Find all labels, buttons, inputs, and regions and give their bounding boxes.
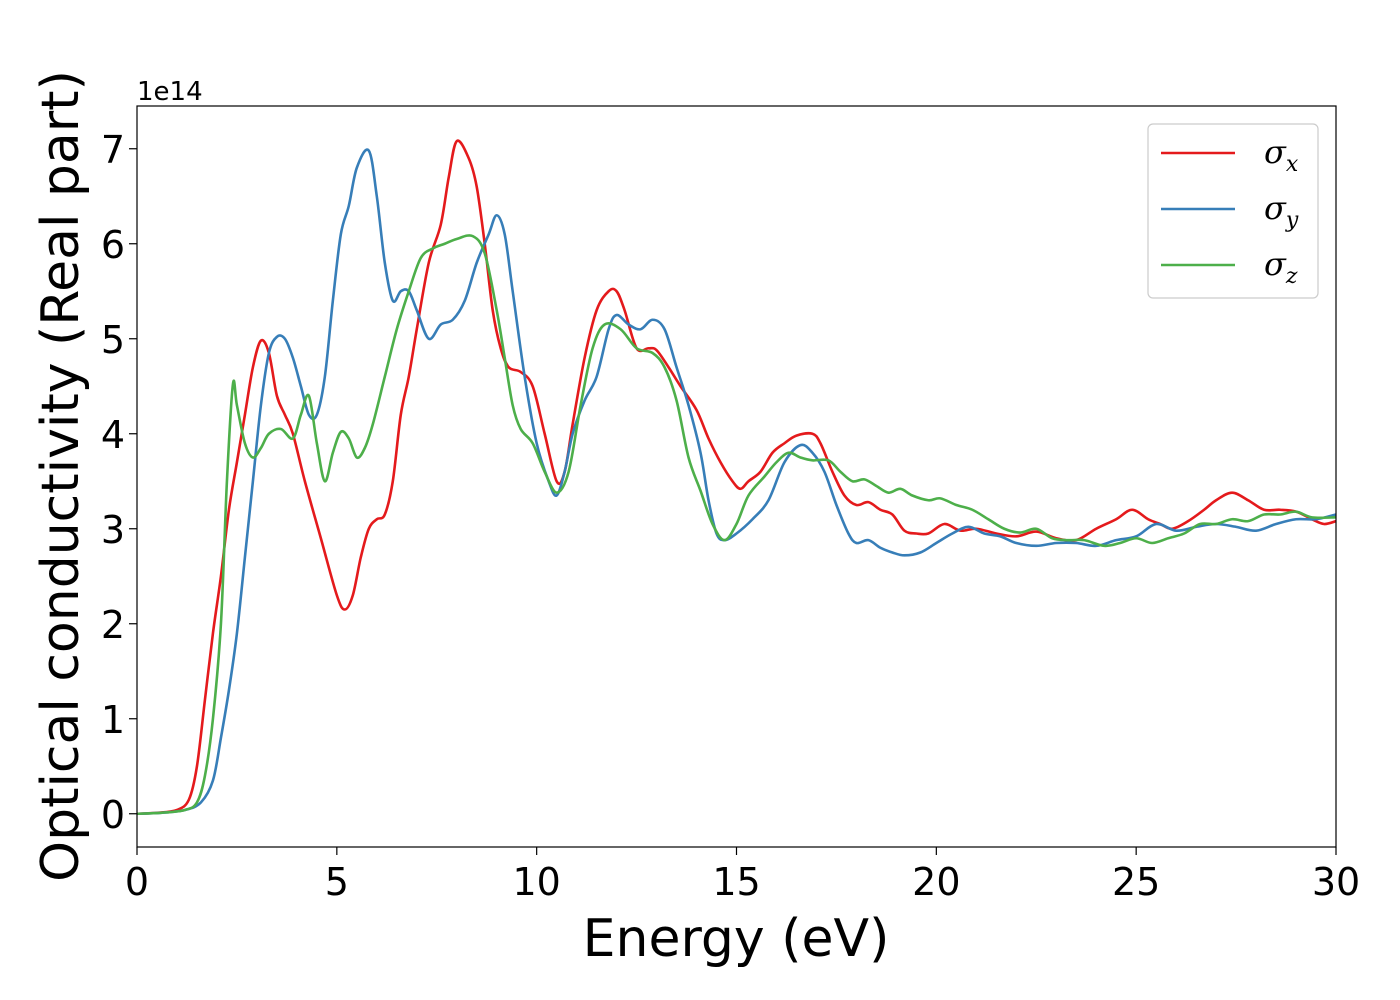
x-tick-label: 15: [712, 860, 760, 904]
y-multiplier-label: 1e14: [137, 77, 203, 107]
legend: σx σy σz: [1147, 123, 1319, 299]
y-tick-label: 1: [101, 698, 125, 742]
x-tick-label: 20: [912, 860, 960, 904]
x-tick-label: 0: [125, 860, 149, 904]
y-tick-label: 5: [101, 318, 125, 362]
legend-label-sigma-z: σz: [1264, 245, 1298, 289]
x-tick-label: 10: [512, 860, 560, 904]
x-axis-title: Energy (eV): [583, 909, 890, 969]
x-tick-label: 25: [1112, 860, 1160, 904]
legend-items: σx σy σz: [1161, 133, 1299, 289]
plot-frame: [136, 105, 1337, 848]
y-tick-label: 6: [101, 223, 125, 267]
y-tick-label: 3: [101, 508, 125, 552]
x-tick-label: 5: [325, 860, 349, 904]
legend-label-sigma-x: σx: [1264, 133, 1299, 177]
ticks-layer: 0 5 10 15 20 25 30 0 1 2 3 4 5 6 7: [101, 128, 1360, 904]
y-tick-label: 7: [101, 128, 125, 172]
series-line-sigma-y: [137, 148, 1336, 816]
y-axis-title: Optical conductivity (Real part): [31, 70, 91, 882]
legend-box: [1147, 123, 1319, 299]
series-layer: [137, 139, 1336, 816]
series-line-sigma-z: [137, 234, 1336, 816]
y-tick-label: 4: [101, 413, 125, 457]
y-tick-label: 2: [101, 603, 125, 647]
x-tick-label: 30: [1312, 860, 1360, 904]
legend-label-sigma-y: σy: [1264, 189, 1299, 233]
y-tick-label: 0: [101, 793, 125, 837]
